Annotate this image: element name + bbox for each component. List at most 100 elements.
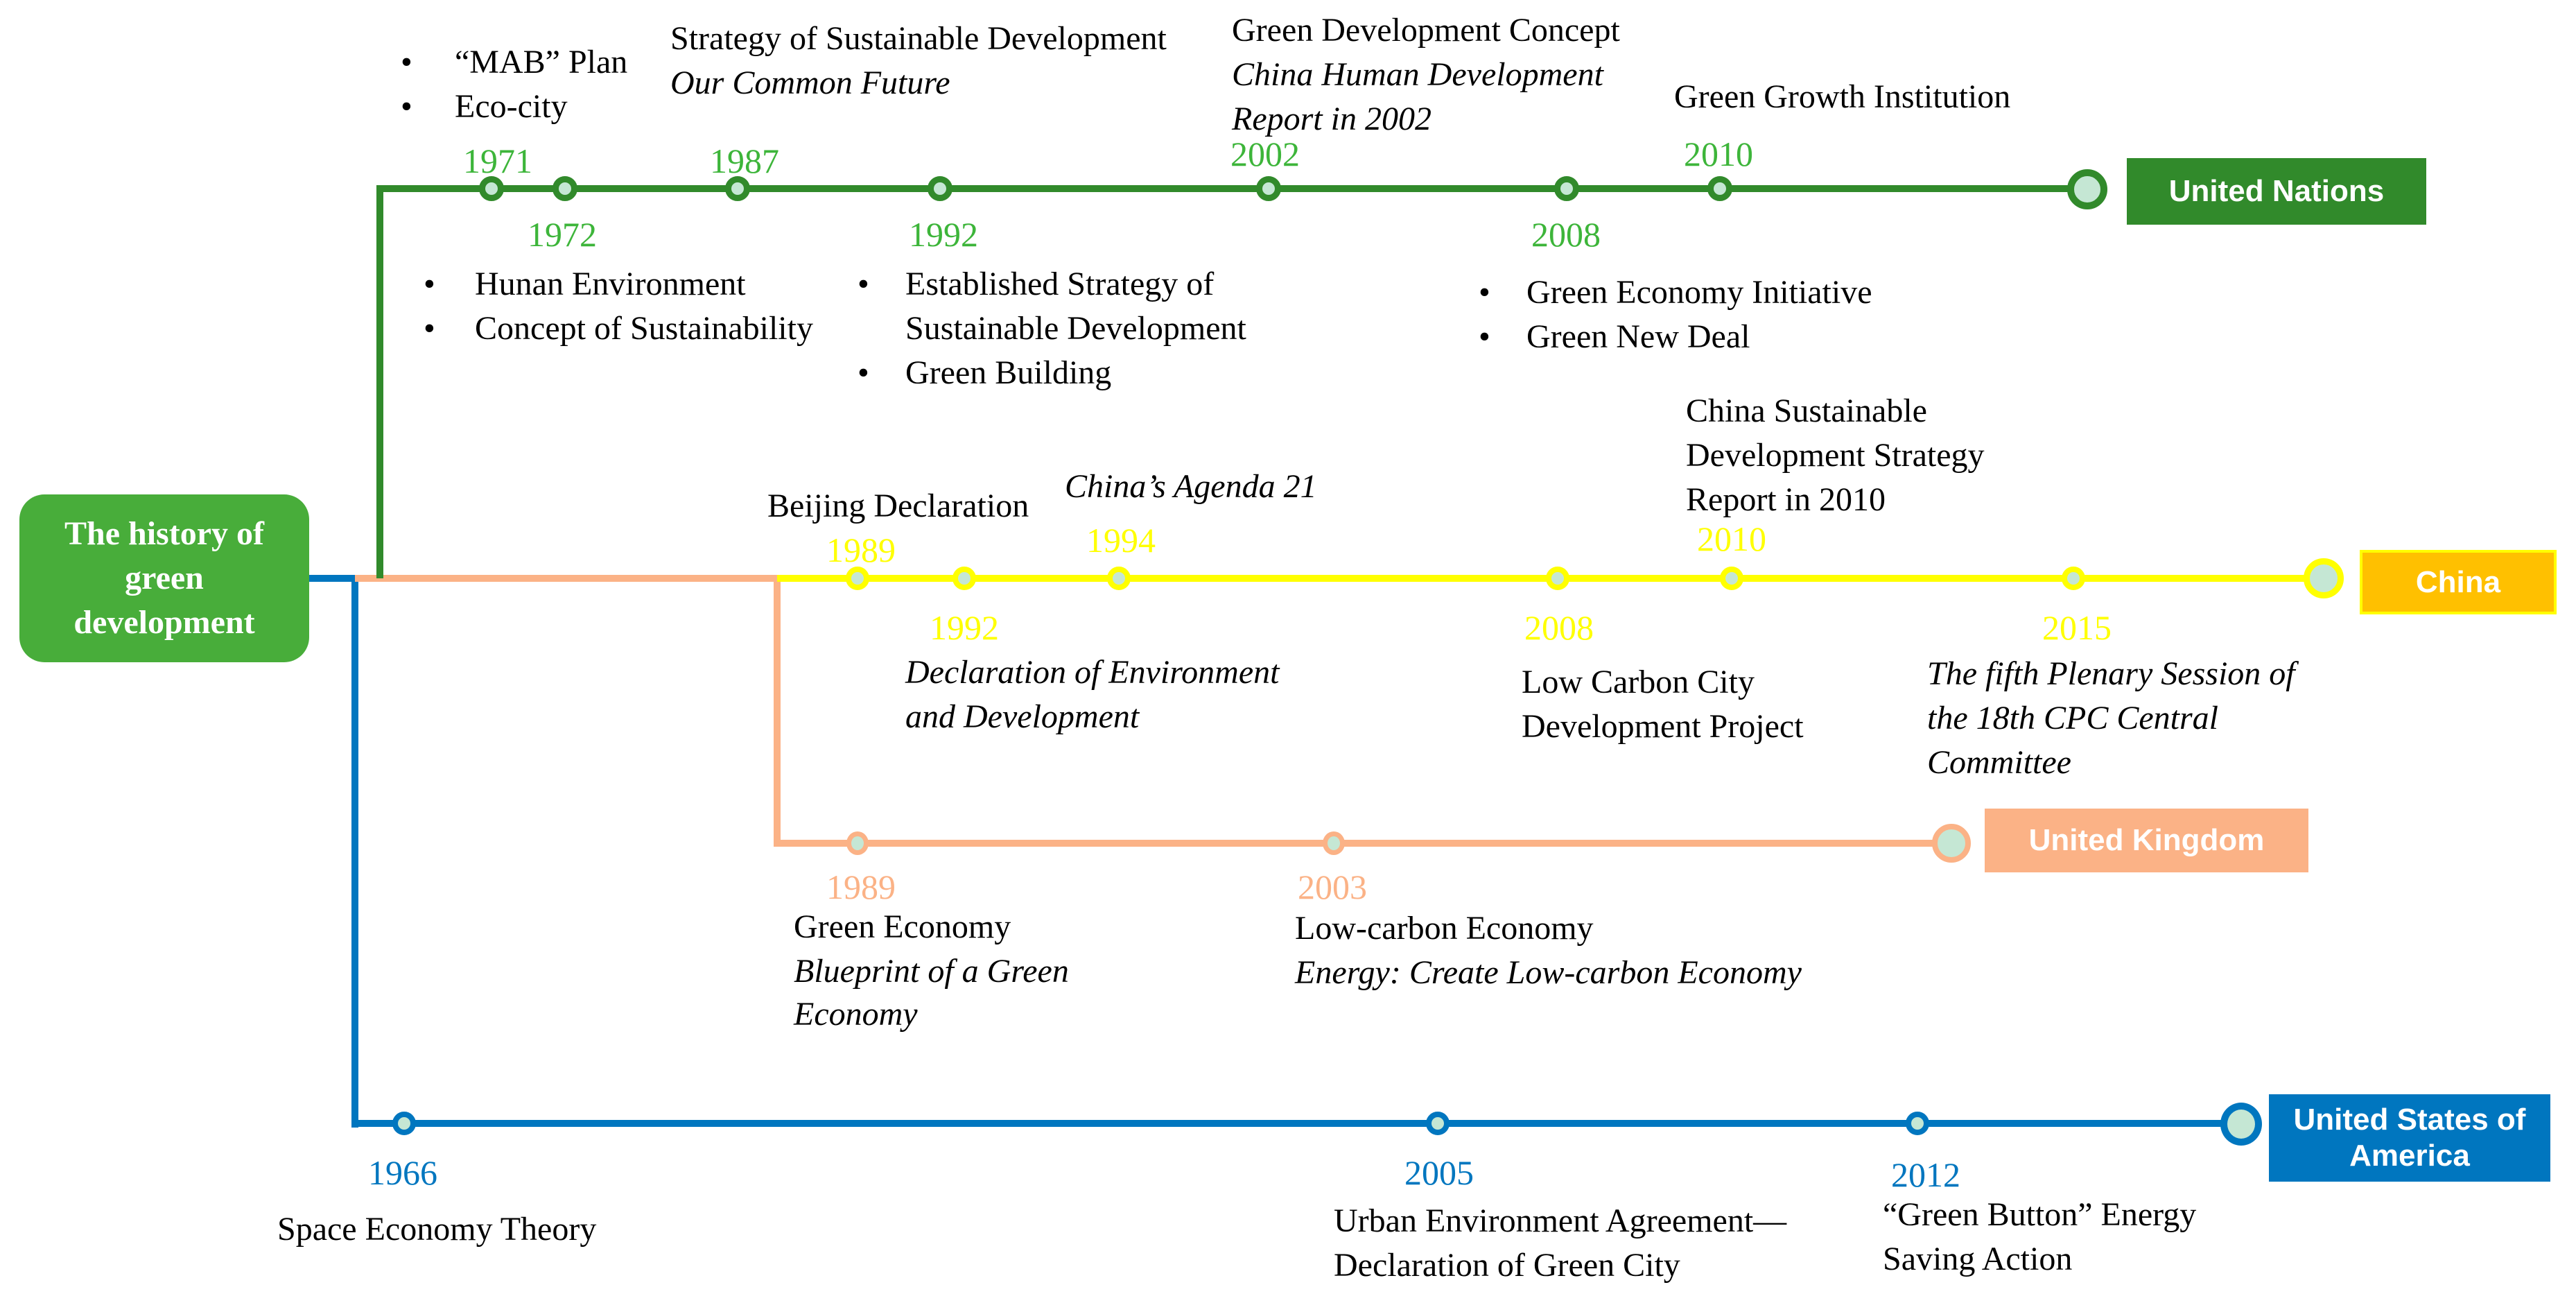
event-title: Low-carbon Economy — [1295, 910, 1594, 947]
event-subtitle: China Human Development — [1232, 56, 1603, 93]
tag-united-kingdom[interactable]: United Kingdom — [1985, 809, 2308, 872]
event-subtitle: Declaration of Environment — [905, 654, 1280, 691]
year-label: 1971 — [463, 141, 532, 180]
event-title: Beijing Declaration — [767, 487, 1029, 524]
bullet-icon: • — [401, 88, 412, 125]
event-title: Space Economy Theory — [277, 1211, 597, 1248]
event-item-text: Green Building — [905, 354, 1112, 391]
tag-united-nations[interactable]: United Nations — [2127, 158, 2426, 225]
timeline-node-1987[interactable] — [725, 176, 750, 201]
timeline-node-1992[interactable] — [952, 567, 976, 590]
timeline-node-2010[interactable] — [1720, 567, 1743, 590]
event-subtitle: Energy: Create Low-carbon Economy — [1295, 954, 1802, 991]
event-subtitle: and Development — [905, 698, 1140, 735]
event-item-text: Sustainable Development — [905, 310, 1246, 347]
timeline-node-1966[interactable] — [392, 1112, 416, 1135]
tag-label: China — [2415, 564, 2501, 599]
event-title: Green Economy — [794, 908, 1011, 945]
year-label: 1989 — [826, 530, 896, 569]
event-subtitle: The fifth Plenary Session of — [1927, 655, 2295, 692]
bullet-icon: • — [1479, 318, 1490, 355]
timeline-node-2002[interactable] — [1256, 176, 1281, 201]
event-title: Urban Environment Agreement— — [1334, 1202, 1787, 1239]
event-title: Saving Action — [1883, 1241, 2073, 1277]
year-label: 2015 — [2042, 608, 2112, 647]
event-title: Green Growth Institution — [1674, 78, 2011, 115]
event-subtitle: Economy — [794, 996, 918, 1033]
year-label: 2002 — [1230, 135, 1300, 173]
event-subtitle: China’s Agenda 21 — [1065, 468, 1317, 505]
timeline-node-1972[interactable] — [552, 176, 577, 201]
timeline-end-node-usa[interactable] — [2220, 1103, 2262, 1146]
timeline-node-2003[interactable] — [1323, 831, 1345, 855]
bullet-icon: • — [401, 44, 412, 80]
connector-usa-vertical — [351, 575, 358, 1128]
event-item-text: Established Strategy of — [905, 266, 1215, 302]
event-title: Development Strategy — [1686, 437, 1985, 474]
bullet-icon: • — [1479, 274, 1490, 311]
bullet-icon: • — [858, 266, 869, 302]
year-label: 1966 — [368, 1153, 437, 1192]
timeline-node-1992[interactable] — [928, 176, 952, 201]
event-subtitle: Committee — [1927, 744, 2071, 781]
event-title: Report in 2010 — [1686, 481, 1886, 518]
timeline-node-1989[interactable] — [846, 567, 869, 590]
year-label: 2010 — [1684, 135, 1753, 173]
event-subtitle: Report in 2002 — [1232, 101, 1431, 137]
timeline-node-2012[interactable] — [1906, 1112, 1929, 1135]
event-item-text: Green Economy Initiative — [1526, 274, 1872, 311]
connector-un-vertical — [376, 185, 383, 578]
timeline-uk-line — [774, 840, 1938, 847]
timeline-end-node-china[interactable] — [2304, 558, 2344, 598]
event-title: “Green Button” Energy — [1883, 1196, 2197, 1233]
root-node-label: The history of green development — [64, 515, 264, 641]
timeline-end-node-uk[interactable] — [1932, 824, 1971, 863]
event-subtitle: Blueprint of a Green — [794, 953, 1069, 990]
connector-root — [309, 575, 358, 582]
timeline-node-1989[interactable] — [846, 831, 869, 855]
tag-label: United Nations — [2168, 174, 2385, 208]
timeline-end-node-un[interactable] — [2067, 169, 2107, 209]
timeline-node-1994[interactable] — [1107, 567, 1131, 590]
timeline-node-1971[interactable] — [479, 176, 504, 201]
year-label: 1992 — [930, 608, 999, 647]
timeline-node-2010[interactable] — [1707, 176, 1732, 201]
year-label: 2005 — [1404, 1153, 1474, 1192]
timeline-node-2015[interactable] — [2062, 567, 2085, 590]
year-label: 1994 — [1086, 521, 1156, 560]
event-item-text: Hunan Environment — [475, 266, 746, 302]
bullet-icon: • — [858, 354, 869, 391]
event-title: Strategy of Sustainable Development — [670, 20, 1167, 57]
event-title: Green Development Concept — [1232, 12, 1620, 49]
year-label: 2008 — [1524, 608, 1594, 647]
timeline-node-2008[interactable] — [1546, 567, 1569, 590]
year-label: 1972 — [528, 215, 597, 254]
event-subtitle: the 18th CPC Central — [1927, 700, 2218, 736]
root-node-title[interactable]: The history of green development — [19, 494, 309, 662]
event-title: Development Project — [1522, 708, 1804, 745]
timeline-node-2008[interactable] — [1554, 176, 1579, 201]
timeline-node-2005[interactable] — [1426, 1112, 1450, 1135]
tag-china[interactable]: China — [2360, 550, 2557, 614]
event-item-text: Concept of Sustainability — [475, 310, 813, 347]
timeline-china-line — [777, 575, 2309, 582]
event-item-text: Green New Deal — [1526, 318, 1750, 355]
year-label: 2003 — [1298, 868, 1367, 906]
bullet-icon: • — [424, 266, 435, 302]
year-label: 2012 — [1891, 1155, 1960, 1194]
year-label: 2010 — [1697, 519, 1766, 558]
connector-uk-vertical — [774, 575, 781, 847]
connector-orange — [355, 575, 779, 582]
tag-label: United Kingdom — [2028, 823, 2265, 857]
bullet-icon: • — [424, 310, 435, 347]
year-label: 1992 — [909, 215, 978, 254]
tag-label: United States of America — [2293, 1103, 2526, 1173]
tag-united-states-of-america[interactable]: United States of America — [2269, 1094, 2550, 1182]
event-subtitle: Our Common Future — [670, 64, 950, 101]
event-title: Declaration of Green City — [1334, 1247, 1680, 1284]
timeline-usa-line — [351, 1120, 2223, 1127]
event-title: Low Carbon City — [1522, 664, 1755, 700]
year-label: 2008 — [1531, 215, 1601, 254]
event-item-text: Eco-city — [455, 88, 568, 125]
event-item-text: “MAB” Plan — [455, 44, 628, 80]
